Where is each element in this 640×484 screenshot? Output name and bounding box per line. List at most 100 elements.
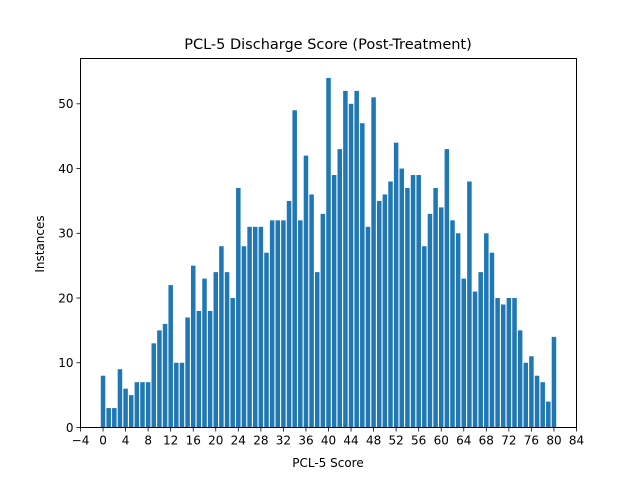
bar — [224, 272, 230, 428]
bar — [546, 401, 551, 428]
bar — [354, 90, 359, 428]
bar — [534, 375, 540, 428]
bar — [484, 233, 489, 428]
bar — [196, 310, 202, 428]
bar — [489, 252, 495, 428]
bar — [106, 408, 111, 428]
bar — [382, 194, 388, 428]
bar — [202, 278, 207, 428]
bar — [512, 298, 517, 428]
x-tick-label: 28 — [253, 434, 268, 448]
bar — [219, 246, 224, 428]
y-tick-label: 20 — [58, 291, 73, 305]
x-axis-ticks: −4 0 4 8 12 16 20 24 28 32 36 40 44 48 52 56 60 64 68 72 76 8… — [72, 427, 584, 448]
bar — [281, 220, 286, 428]
bar — [376, 200, 382, 428]
x-tick-label: 64 — [456, 434, 471, 448]
x-tick-label: −4 — [72, 434, 90, 448]
x-tick-label: 72 — [501, 434, 516, 448]
bar — [286, 200, 292, 428]
bar — [438, 207, 444, 428]
x-tick-label: 12 — [163, 434, 178, 448]
bar — [331, 175, 337, 428]
bar — [478, 272, 483, 428]
bar — [399, 168, 405, 428]
x-tick-label: 84 — [569, 434, 584, 448]
bar — [275, 220, 281, 428]
y-tick-label: 0 — [66, 421, 74, 435]
x-tick-label: 52 — [388, 434, 403, 448]
bar — [190, 265, 196, 428]
x-tick-label: 68 — [479, 434, 494, 448]
bar — [461, 278, 467, 428]
bar — [168, 285, 173, 428]
x-tick-label: 80 — [546, 434, 561, 448]
bar — [162, 323, 168, 428]
bar — [529, 356, 534, 428]
bar — [405, 187, 410, 428]
bar — [179, 362, 185, 428]
y-tick-label: 50 — [58, 97, 73, 111]
bar — [123, 388, 128, 428]
x-tick-label: 48 — [366, 434, 381, 448]
bar — [523, 362, 529, 428]
plot-frame — [80, 58, 577, 428]
x-tick-label: 76 — [524, 434, 539, 448]
bar — [467, 181, 472, 428]
x-axis-label: PCL-5 Score — [292, 456, 363, 470]
bar — [264, 252, 269, 428]
bar — [444, 149, 450, 428]
bar — [540, 382, 545, 428]
bar — [174, 362, 179, 428]
x-tick-label: 40 — [321, 434, 336, 448]
bar — [393, 142, 399, 428]
bar — [337, 149, 343, 428]
x-tick-label: 20 — [208, 434, 223, 448]
x-tick-label: 44 — [343, 434, 358, 448]
bar — [371, 97, 376, 428]
bar — [500, 304, 506, 428]
bar — [151, 343, 157, 428]
bar — [506, 298, 512, 428]
bar — [252, 226, 258, 428]
x-tick-label: 60 — [434, 434, 449, 448]
y-tick-label: 30 — [58, 227, 73, 241]
x-tick-label: 36 — [298, 434, 313, 448]
bar — [292, 110, 297, 428]
bar — [157, 330, 162, 428]
bar — [236, 187, 241, 428]
bar — [416, 175, 421, 428]
bar — [128, 395, 134, 428]
bar — [134, 382, 140, 428]
x-tick-label: 16 — [186, 434, 201, 448]
bars — [100, 77, 557, 428]
bar — [455, 233, 461, 428]
bar — [360, 123, 365, 428]
bar — [450, 220, 455, 428]
bar — [112, 408, 117, 428]
x-tick-label: 0 — [99, 434, 107, 448]
bar — [309, 194, 314, 428]
x-tick-label: 24 — [231, 434, 246, 448]
bar — [495, 298, 500, 428]
x-tick-label: 56 — [411, 434, 426, 448]
bar — [230, 298, 235, 428]
y-axis-label: Instances — [33, 215, 47, 272]
bar — [433, 187, 438, 428]
bar — [388, 181, 393, 428]
bar — [298, 220, 303, 428]
bar — [213, 272, 219, 428]
bar — [100, 375, 106, 428]
bar — [140, 382, 145, 428]
bar — [348, 103, 354, 428]
bar — [422, 246, 427, 428]
bar — [258, 226, 264, 428]
bar — [427, 213, 433, 428]
bar — [551, 336, 557, 428]
chart-title: PCL-5 Discharge Score (Post-Treatment) — [184, 37, 472, 53]
y-tick-label: 10 — [58, 356, 73, 370]
bar — [343, 90, 348, 428]
x-tick-label: 32 — [276, 434, 291, 448]
bar — [320, 213, 326, 428]
